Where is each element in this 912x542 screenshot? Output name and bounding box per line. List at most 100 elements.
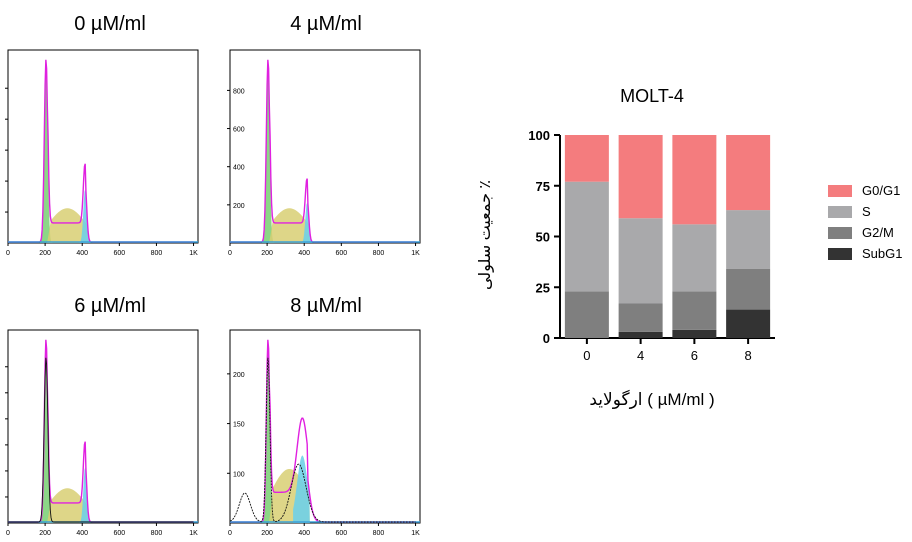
legend-item: S (828, 201, 902, 222)
y-tick-label: 50 (536, 230, 550, 245)
g2-peak-area (75, 189, 93, 243)
legend-swatch (828, 184, 852, 197)
flow-panel-title-1: 4 µM/ml (290, 13, 362, 35)
legend-swatch (828, 205, 852, 218)
y-tick-label: 25 (536, 280, 550, 295)
y-tick-label: 100 (528, 128, 550, 143)
flow-x-tick-label: 0 (228, 530, 232, 537)
y-tick-label: 0 (543, 331, 550, 346)
bar-segment-s-0 (564, 181, 609, 292)
bar-segment-s-8 (726, 210, 771, 269)
stacked-bar-chart: MOLT-4 جمعیت سلولی ٪ ارگولاید ( µM/ml ) … (477, 86, 775, 409)
g1-peak-area (35, 349, 57, 523)
flow-y-tick-label: 150 (233, 422, 245, 429)
flow-y-tick-label: 100 (233, 471, 245, 478)
flow-panel-0: 0 200 400 600 800 1K (5, 49, 199, 257)
flow-x-tick-label: 200 (261, 530, 273, 537)
fit-envelope-line (8, 59, 194, 243)
raw-data-line (229, 357, 416, 523)
bar-segment-subg1-8 (726, 309, 771, 338)
bar-segment-g0-g1-0 (564, 135, 609, 182)
flow-x-tick-label: 200 (261, 250, 273, 257)
flow-panel-frame (229, 49, 421, 244)
flow-x-tick-label: 800 (373, 530, 385, 537)
flow-x-tick-label: 600 (113, 250, 125, 257)
bar-segment-subg1-4 (618, 331, 663, 338)
flow-y-tick-label: 400 (233, 165, 245, 172)
flow-y-tick-label: 600 (233, 127, 245, 134)
flow-x-tick-label: 600 (113, 530, 125, 537)
flow-x-tick-label: 400 (298, 250, 310, 257)
y-tick-label: 75 (536, 179, 550, 194)
flow-x-tick-label: 400 (76, 530, 88, 537)
fit-envelope-line (230, 339, 416, 523)
g1-peak-area (35, 69, 57, 243)
x-tick-label: 6 (691, 348, 698, 363)
bar-segment-g2-m-4 (618, 303, 663, 332)
x-tick-label: 4 (637, 348, 644, 363)
flow-x-tick-label: 200 (39, 250, 51, 257)
bar-segment-subg1-6 (672, 329, 717, 338)
flow-x-tick-label: 600 (335, 250, 347, 257)
fit-envelope-line (230, 59, 416, 243)
flow-x-tick-label: 1K (411, 530, 420, 537)
flow-x-tick-label: 1K (189, 250, 198, 257)
legend-label: SubG1 (862, 246, 903, 261)
raw-data-line (8, 357, 194, 523)
x-tick-label: 0 (583, 348, 590, 363)
g1-peak-area (257, 349, 279, 523)
flow-x-tick-label: 600 (335, 530, 347, 537)
flow-panel-title-2: 6 µM/ml (74, 295, 146, 317)
flow-panel-3: 0 200 400 600 800 1K 100 150 200 (227, 329, 421, 537)
legend-swatch (828, 226, 852, 239)
g2-peak-area (297, 202, 315, 243)
chart-title: MOLT-4 (620, 86, 684, 106)
g2-peak-area (293, 455, 310, 523)
flow-y-tick-label: 200 (233, 203, 245, 210)
bar-segment-s-6 (672, 224, 717, 292)
flow-panel-title-3: 8 µM/ml (290, 295, 362, 317)
g1-peak-area (257, 69, 279, 243)
flow-x-tick-label: 0 (6, 250, 10, 257)
bar-segment-g2-m-6 (672, 291, 717, 330)
legend-item: G0/G1 (828, 180, 902, 201)
flow-x-tick-label: 200 (39, 530, 51, 537)
flow-x-tick-label: 0 (6, 530, 10, 537)
flow-panels-group: 0 200 400 600 800 1K 0 200 400 600 800 1K 200 400 600 8… (5, 49, 421, 537)
flow-panel-title-0: 0 µM/ml (74, 13, 146, 35)
chart-legend: G0/G1 S G2/M SubG1 (828, 180, 902, 264)
flow-panel-frame (229, 329, 421, 524)
flow-x-tick-label: 800 (373, 250, 385, 257)
bar-segment-g0-g1-4 (618, 135, 663, 219)
flow-x-tick-label: 400 (76, 250, 88, 257)
s-phase-area (46, 488, 88, 523)
y-axis-label: جمعیت سلولی ٪ (477, 180, 495, 290)
legend-item: SubG1 (828, 243, 902, 264)
flow-panel-frame (7, 49, 199, 244)
flow-y-tick-label: 200 (233, 372, 245, 379)
flow-x-tick-label: 0 (228, 250, 232, 257)
bar-segment-s-4 (618, 218, 663, 304)
flow-x-tick-label: 1K (189, 530, 198, 537)
legend-label: G0/G1 (862, 183, 901, 198)
s-phase-area (268, 208, 310, 243)
g2-peak-area (75, 467, 93, 523)
bar-segment-g2-m-8 (726, 268, 771, 310)
legend-label: S (862, 204, 871, 219)
bar-segment-g0-g1-8 (726, 135, 771, 211)
legend-item: G2/M (828, 222, 902, 243)
flow-panel-1: 0 200 400 600 800 1K 200 400 600 800 (227, 49, 421, 257)
flow-x-tick-label: 400 (298, 530, 310, 537)
bar-plot-area: 0 25 50 75 100 0 4 6 8 (528, 128, 775, 363)
flow-x-tick-label: 800 (151, 530, 163, 537)
fit-envelope-line (8, 339, 194, 523)
flow-panel-2: 0 200 400 600 800 1K (5, 329, 199, 537)
x-tick-label: 8 (745, 348, 752, 363)
legend-label: G2/M (862, 225, 894, 240)
flow-panel-frame (7, 329, 199, 524)
flow-x-tick-label: 1K (411, 250, 420, 257)
flow-y-tick-label: 800 (233, 88, 245, 95)
flow-x-tick-label: 800 (151, 250, 163, 257)
legend-swatch (828, 247, 852, 260)
flow-cytometry-panels: 0 µM/ml 4 µM/ml 6 µM/ml 8 µM/ml 0 200 400 6… (5, 13, 421, 537)
